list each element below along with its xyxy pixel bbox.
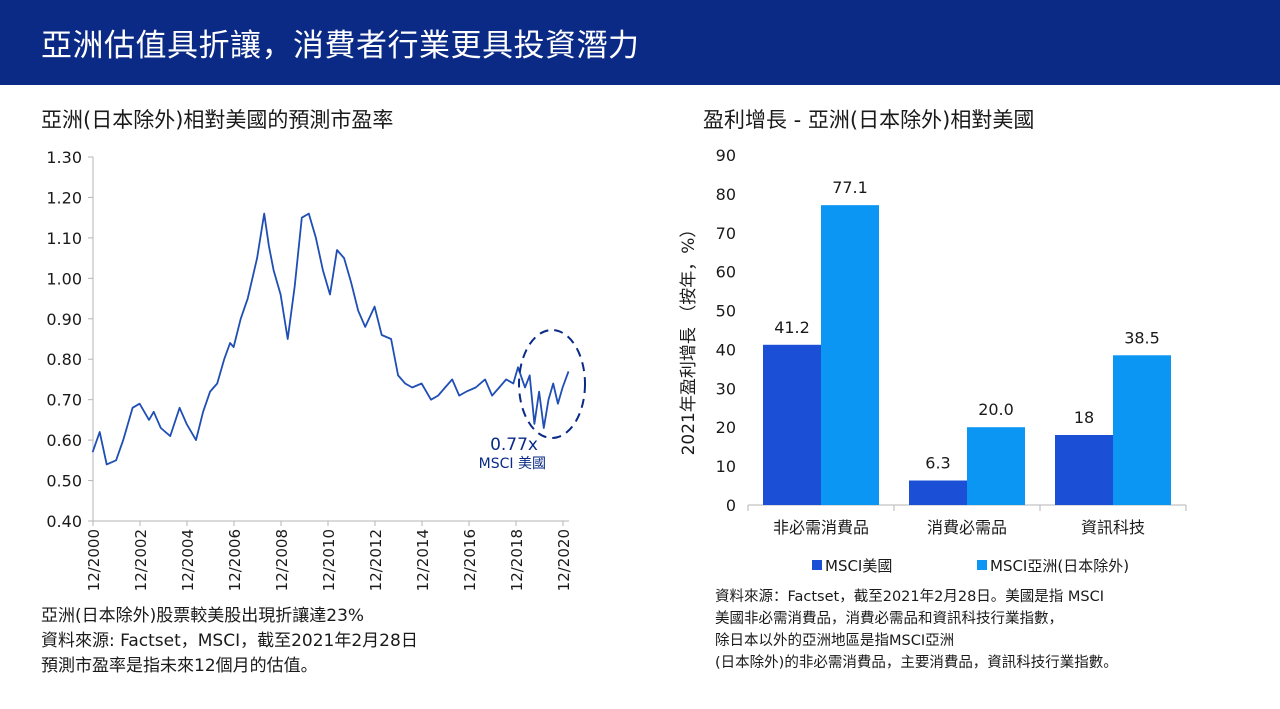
- footnote-line: 預測市盈率是指未來12個月的估值。: [41, 656, 318, 676]
- x-tick-label: 12/2004: [179, 529, 197, 591]
- page-title: 亞洲估值具折讓，消費者行業更具投資潛力: [41, 28, 640, 64]
- x-tick-label: 12/2018: [508, 529, 526, 591]
- pe-ratio-line-chart: 0.40 0.50 0.60 0.70 0.80 0.90 1.00 1.10 1.20 1.30…: [46, 148, 586, 591]
- x-tick-label: 12/2010: [320, 529, 338, 591]
- legend-label: MSCI美國: [825, 557, 892, 575]
- y-tick-label: 1.30: [46, 148, 82, 167]
- y-tick-label: 0.80: [46, 350, 82, 369]
- footnote-line: 美國非必需消費品，消費必需品和資訊科技行業指數，: [715, 611, 1063, 627]
- y-tick-label: 90: [716, 146, 736, 165]
- bar: [1113, 355, 1171, 505]
- category-label: 非必需消費品: [773, 518, 869, 537]
- highlight-ellipse: [518, 329, 586, 439]
- bar-value-label: 38.5: [1124, 328, 1160, 347]
- y-tick-label: 0: [726, 496, 736, 515]
- bar: [763, 344, 821, 505]
- x-tick-label: 12/2000: [85, 529, 103, 591]
- legend-swatch: [977, 560, 987, 570]
- x-tick-label: 12/2008: [273, 529, 291, 591]
- category-label: 資訊科技: [1081, 518, 1145, 537]
- annotation-value: 0.77x: [490, 435, 538, 455]
- x-tick-label: 12/2006: [226, 529, 244, 591]
- bar-value-label: 18: [1074, 408, 1094, 427]
- y-tick-label: 0.40: [46, 512, 82, 531]
- x-tick-label: 12/2002: [132, 529, 150, 591]
- footnote-line: 亞洲(日本除外)股票較美股出現折讓達23%: [41, 606, 365, 626]
- x-tick-label: 12/2020: [555, 529, 573, 591]
- annotation-label: MSCI 美國: [479, 456, 546, 472]
- right-footnote: 資料來源：Factset，截至2021年2月28日。美國是指 MSCI 美國非必…: [715, 586, 1118, 674]
- bar-value-label: 6.3: [925, 454, 950, 473]
- y-tick-label: 1.20: [46, 188, 82, 207]
- bar: [967, 427, 1025, 505]
- y-tick-label: 50: [716, 302, 736, 321]
- category-label: 消費必需品: [927, 518, 1007, 537]
- y-tick-label: 1.10: [46, 229, 82, 248]
- left-footnote: 亞洲(日本除外)股票較美股出現折讓達23% 資料來源: Factset，MSCI…: [41, 604, 418, 679]
- y-tick-label: 70: [716, 224, 736, 243]
- y-axis-title: 2021年盈利增長 （按年，%）: [679, 221, 699, 456]
- y-tick-label: 60: [716, 263, 736, 282]
- bar: [909, 480, 967, 505]
- y-tick-label: 0.70: [46, 391, 82, 410]
- y-tick-label: 30: [716, 379, 736, 398]
- y-tick-label: 40: [716, 340, 736, 359]
- y-tick-label: 0.50: [46, 472, 82, 491]
- y-tick-label: 20: [716, 418, 736, 437]
- legend-swatch: [812, 560, 822, 570]
- bar: [821, 205, 879, 505]
- bar-value-label: 20.0: [978, 400, 1014, 419]
- x-tick-label: 12/2012: [367, 529, 385, 591]
- legend-label: MSCI亞洲(日本除外): [990, 557, 1129, 575]
- x-tick-label: 12/2014: [414, 529, 432, 591]
- header-banner: 亞洲估值具折讓，消費者行業更具投資潛力: [0, 0, 1280, 85]
- y-tick-label: 0.60: [46, 431, 82, 450]
- bar: [1055, 435, 1113, 505]
- footnote-line: 除日本以外的亞洲地區是指MSCI亞洲: [715, 633, 955, 649]
- y-tick-label: 80: [716, 185, 736, 204]
- y-tick-label: 10: [716, 457, 736, 476]
- x-tick-label: 12/2016: [461, 529, 479, 591]
- footnote-line: 資料來源: Factset，MSCI，截至2021年2月28日: [41, 631, 418, 651]
- left-chart-title: 亞洲(日本除外)相對美國的預測市盈率: [41, 108, 394, 132]
- y-tick-label: 0.90: [46, 310, 82, 329]
- bar-value-label: 41.2: [774, 318, 810, 337]
- footnote-line: 資料來源：Factset，截至2021年2月28日。美國是指 MSCI: [715, 589, 1105, 605]
- earnings-growth-bar-chart: 0 10 20 30 40 50 60 70 80 90 2021年盈利增長 （按年，%） 非必需消費…: [679, 146, 1187, 575]
- y-tick-label: 1.00: [46, 269, 82, 288]
- bar-value-label: 77.1: [832, 178, 868, 197]
- pe-ratio-series-line: [91, 212, 570, 466]
- footnote-line: (日本除外)的非必需消費品，主要消費品，資訊科技行業指數。: [715, 655, 1118, 671]
- right-chart-title: 盈利增長 - 亞洲(日本除外)相對美國: [703, 108, 1035, 132]
